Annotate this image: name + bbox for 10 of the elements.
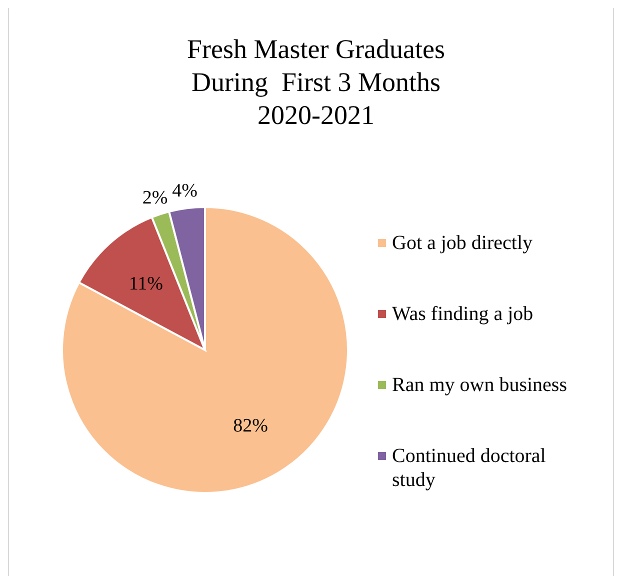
chart-title: Fresh Master Graduates During First 3 Months 2020-2021 bbox=[187, 34, 445, 130]
data-label: 11% bbox=[128, 273, 164, 294]
legend-label: Was finding a job bbox=[392, 303, 534, 325]
data-label: 82% bbox=[233, 416, 268, 437]
pie-slice bbox=[61, 206, 349, 494]
legend-label: Continued doctoral study bbox=[392, 445, 546, 491]
legend-label: Ran my own business bbox=[392, 374, 568, 396]
legend-label: Got a job directly bbox=[392, 232, 533, 254]
data-label: 2% bbox=[142, 187, 168, 208]
data-label: 4% bbox=[172, 180, 198, 202]
